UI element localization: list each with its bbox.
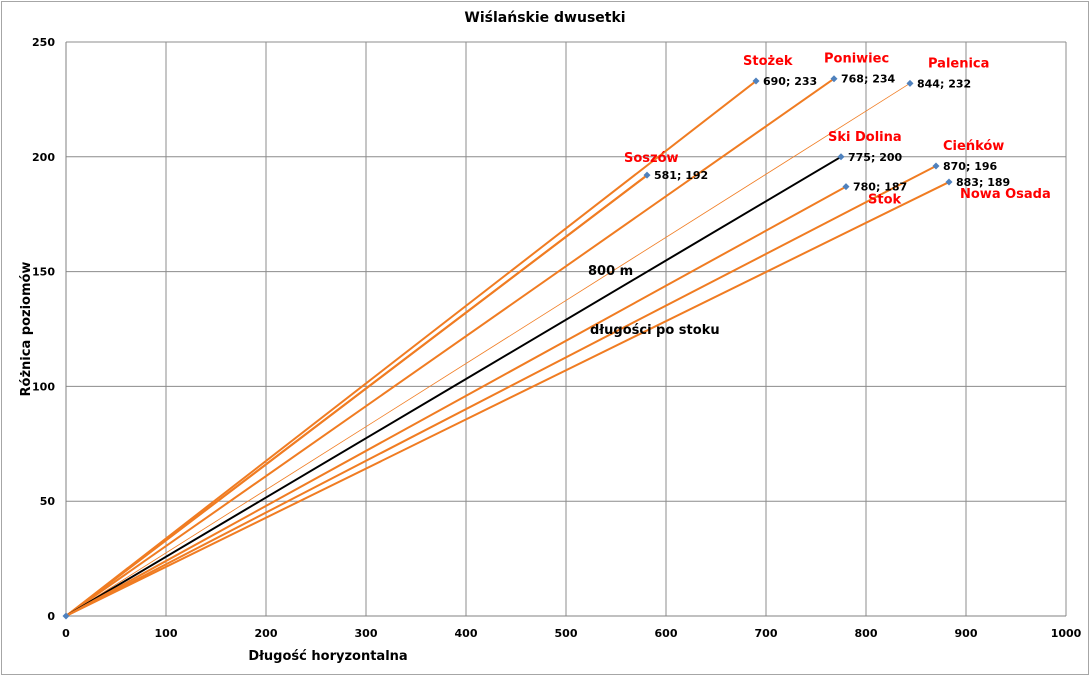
annotation-dlugosci-po-stoku: długości po stoku bbox=[590, 323, 720, 338]
y-tick-label: 100 bbox=[32, 380, 55, 393]
data-label-ski-dolina: 775; 200 bbox=[848, 151, 902, 164]
x-tick-label: 200 bbox=[255, 627, 278, 640]
data-point-nowa-osada[interactable] bbox=[945, 178, 953, 186]
y-tick-label: 200 bbox=[32, 151, 55, 164]
data-label-poniwiec: 768; 234 bbox=[841, 73, 895, 86]
x-tick-label: 900 bbox=[955, 627, 978, 640]
series-line-poniwiec bbox=[65, 77, 835, 617]
data-point-stok[interactable] bbox=[842, 183, 850, 191]
data-label-cienkow: 870; 196 bbox=[943, 160, 997, 173]
x-tick-label: 700 bbox=[755, 627, 778, 640]
series-name-stok: Stok bbox=[868, 193, 902, 208]
series-name-poniwiec: Poniwiec bbox=[824, 52, 889, 67]
series-name-soszow: Soszów bbox=[624, 151, 679, 166]
y-tick-label: 150 bbox=[32, 266, 55, 279]
series-labels: 690; 233 Stożek 768; 234 Poniwiec 844; 232 Pa… bbox=[624, 52, 1051, 208]
y-tick-label: 0 bbox=[47, 610, 55, 623]
chart-title: Wiślańskie dwusetki bbox=[464, 10, 625, 26]
series-line-soszow bbox=[65, 174, 648, 617]
series-line-ski-dolina bbox=[65, 155, 842, 617]
data-point-cienkow[interactable] bbox=[932, 162, 940, 170]
series-name-cienkow: Cieńków bbox=[943, 139, 1004, 154]
x-tick-label: 100 bbox=[155, 627, 178, 640]
series-name-palenica: Palenica bbox=[928, 56, 989, 71]
x-tick-label: 300 bbox=[355, 627, 378, 640]
y-tick-label: 250 bbox=[32, 36, 55, 49]
y-axis-label: Różnica poziomów bbox=[19, 262, 34, 397]
x-tick-label: 400 bbox=[455, 627, 478, 640]
x-tick-label: 500 bbox=[555, 627, 578, 640]
series-line-stok bbox=[65, 185, 847, 617]
annotation-800m: 800 m bbox=[588, 264, 633, 279]
data-point-stozek[interactable] bbox=[752, 77, 760, 85]
axes: 0 100 200 300 400 500 600 700 800 900 1000 0 50 100 15… bbox=[32, 36, 1082, 640]
data-label-soszow: 581; 192 bbox=[654, 169, 708, 182]
series-line-cienkow bbox=[65, 165, 937, 617]
data-point-palenica[interactable] bbox=[906, 79, 914, 87]
y-tick-label: 50 bbox=[40, 495, 56, 508]
series-line-stozek bbox=[65, 80, 757, 617]
x-tick-label: 1000 bbox=[1051, 627, 1082, 640]
data-point-poniwiec[interactable] bbox=[830, 75, 838, 83]
x-tick-label: 0 bbox=[62, 627, 70, 640]
x-tick-label: 600 bbox=[655, 627, 678, 640]
series-name-stozek: Stożek bbox=[743, 54, 793, 69]
data-label-stozek: 690; 233 bbox=[763, 75, 817, 88]
series-line-nowa-osada bbox=[65, 181, 950, 617]
series-markers bbox=[62, 75, 953, 620]
series-lines bbox=[64, 77, 950, 618]
data-point-origin[interactable] bbox=[62, 612, 70, 620]
series-line-palenica bbox=[65, 82, 911, 617]
grid bbox=[65, 41, 1067, 617]
data-point-soszow[interactable] bbox=[643, 171, 651, 179]
data-label-stok: 780; 187 bbox=[853, 181, 907, 194]
data-label-palenica: 844; 232 bbox=[917, 77, 971, 90]
series-name-ski-dolina: Ski Dolina bbox=[828, 130, 902, 145]
data-point-ski-dolina[interactable] bbox=[837, 153, 845, 161]
x-axis-label: Długość horyzontalna bbox=[248, 649, 407, 664]
x-tick-label: 800 bbox=[855, 627, 878, 640]
series-name-nowa-osada: Nowa Osada bbox=[960, 187, 1051, 202]
data-label-nowa-osada: 883; 189 bbox=[956, 176, 1010, 189]
